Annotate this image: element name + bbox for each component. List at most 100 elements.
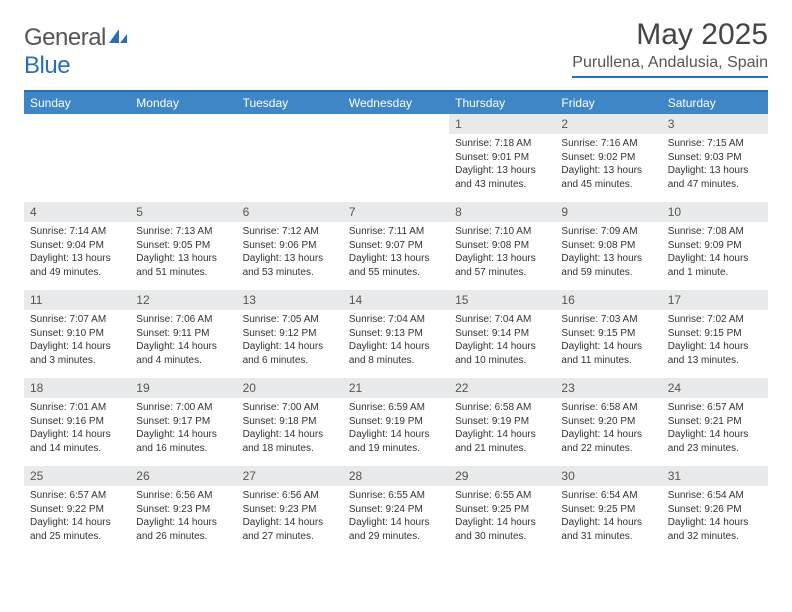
day-number: 2 [555, 114, 661, 134]
day-cell: 24Sunrise: 6:57 AMSunset: 9:21 PMDayligh… [662, 378, 768, 466]
day-details: Sunrise: 7:00 AMSunset: 9:18 PMDaylight:… [237, 398, 343, 459]
day-details: Sunrise: 6:59 AMSunset: 9:19 PMDaylight:… [343, 398, 449, 459]
sunrise-line: Sunrise: 7:16 AM [561, 137, 655, 151]
daylight-line: Daylight: 14 hours and 16 minutes. [136, 428, 230, 455]
sunset-line: Sunset: 9:11 PM [136, 327, 230, 341]
day-details: Sunrise: 6:54 AMSunset: 9:26 PMDaylight:… [662, 486, 768, 547]
day-number: 5 [130, 202, 236, 222]
daylight-line: Daylight: 14 hours and 29 minutes. [349, 516, 443, 543]
daylight-line: Daylight: 14 hours and 21 minutes. [455, 428, 549, 455]
calendar-row: 18Sunrise: 7:01 AMSunset: 9:16 PMDayligh… [24, 378, 768, 466]
day-cell: 11Sunrise: 7:07 AMSunset: 9:10 PMDayligh… [24, 290, 130, 378]
day-cell: 20Sunrise: 7:00 AMSunset: 9:18 PMDayligh… [237, 378, 343, 466]
day-cell: 26Sunrise: 6:56 AMSunset: 9:23 PMDayligh… [130, 466, 236, 554]
day-cell: 31Sunrise: 6:54 AMSunset: 9:26 PMDayligh… [662, 466, 768, 554]
sunset-line: Sunset: 9:25 PM [455, 503, 549, 517]
day-number: 30 [555, 466, 661, 486]
empty-cell: . [237, 114, 343, 202]
sunset-line: Sunset: 9:10 PM [30, 327, 124, 341]
sunset-line: Sunset: 9:18 PM [243, 415, 337, 429]
day-details: Sunrise: 6:58 AMSunset: 9:19 PMDaylight:… [449, 398, 555, 459]
day-cell: 19Sunrise: 7:00 AMSunset: 9:17 PMDayligh… [130, 378, 236, 466]
day-details: Sunrise: 7:04 AMSunset: 9:13 PMDaylight:… [343, 310, 449, 371]
sunrise-line: Sunrise: 7:18 AM [455, 137, 549, 151]
month-title: May 2025 [572, 18, 768, 52]
day-details: Sunrise: 7:00 AMSunset: 9:17 PMDaylight:… [130, 398, 236, 459]
calendar-body: ....1Sunrise: 7:18 AMSunset: 9:01 PMDayl… [24, 114, 768, 554]
day-number: 11 [24, 290, 130, 310]
day-details: Sunrise: 6:56 AMSunset: 9:23 PMDaylight:… [130, 486, 236, 547]
day-details: Sunrise: 7:09 AMSunset: 9:08 PMDaylight:… [555, 222, 661, 283]
daylight-line: Daylight: 14 hours and 30 minutes. [455, 516, 549, 543]
day-details: Sunrise: 6:55 AMSunset: 9:24 PMDaylight:… [343, 486, 449, 547]
day-cell: 13Sunrise: 7:05 AMSunset: 9:12 PMDayligh… [237, 290, 343, 378]
sunrise-line: Sunrise: 7:07 AM [30, 313, 124, 327]
logo-word-a: General [24, 24, 106, 51]
daylight-line: Daylight: 14 hours and 8 minutes. [349, 340, 443, 367]
calendar-row: ....1Sunrise: 7:18 AMSunset: 9:01 PMDayl… [24, 114, 768, 202]
sunset-line: Sunset: 9:20 PM [561, 415, 655, 429]
day-number: 23 [555, 378, 661, 398]
sunrise-line: Sunrise: 7:13 AM [136, 225, 230, 239]
day-details: Sunrise: 7:11 AMSunset: 9:07 PMDaylight:… [343, 222, 449, 283]
day-cell: 3Sunrise: 7:15 AMSunset: 9:03 PMDaylight… [662, 114, 768, 202]
day-number: 19 [130, 378, 236, 398]
day-details: Sunrise: 7:16 AMSunset: 9:02 PMDaylight:… [555, 134, 661, 195]
sunset-line: Sunset: 9:01 PM [455, 151, 549, 165]
logo-word-b: Blue [24, 52, 70, 79]
empty-cell: . [343, 114, 449, 202]
day-details: Sunrise: 7:13 AMSunset: 9:05 PMDaylight:… [130, 222, 236, 283]
weekday-header: Saturday [662, 92, 768, 114]
calendar-row: 4Sunrise: 7:14 AMSunset: 9:04 PMDaylight… [24, 202, 768, 290]
sunset-line: Sunset: 9:17 PM [136, 415, 230, 429]
daylight-line: Daylight: 14 hours and 31 minutes. [561, 516, 655, 543]
day-details: Sunrise: 6:57 AMSunset: 9:21 PMDaylight:… [662, 398, 768, 459]
empty-cell: . [130, 114, 236, 202]
sunrise-line: Sunrise: 6:54 AM [561, 489, 655, 503]
day-details: Sunrise: 7:03 AMSunset: 9:15 PMDaylight:… [555, 310, 661, 371]
day-number: 13 [237, 290, 343, 310]
sail-icon [107, 24, 129, 52]
sunset-line: Sunset: 9:16 PM [30, 415, 124, 429]
sunrise-line: Sunrise: 7:04 AM [349, 313, 443, 327]
weekday-header: Sunday [24, 92, 130, 114]
day-cell: 8Sunrise: 7:10 AMSunset: 9:08 PMDaylight… [449, 202, 555, 290]
sunset-line: Sunset: 9:19 PM [455, 415, 549, 429]
day-number: 10 [662, 202, 768, 222]
header: GeneralBlue May 2025 Purullena, Andalusi… [24, 18, 768, 80]
sunset-line: Sunset: 9:23 PM [243, 503, 337, 517]
daylight-line: Daylight: 13 hours and 49 minutes. [30, 252, 124, 279]
daylight-line: Daylight: 14 hours and 1 minute. [668, 252, 762, 279]
weekday-header: Thursday [449, 92, 555, 114]
weekday-row: SundayMondayTuesdayWednesdayThursdayFrid… [24, 92, 768, 114]
daylight-line: Daylight: 14 hours and 19 minutes. [349, 428, 443, 455]
sunrise-line: Sunrise: 7:10 AM [455, 225, 549, 239]
day-cell: 30Sunrise: 6:54 AMSunset: 9:25 PMDayligh… [555, 466, 661, 554]
sunrise-line: Sunrise: 7:08 AM [668, 225, 762, 239]
day-number: 22 [449, 378, 555, 398]
daylight-line: Daylight: 14 hours and 4 minutes. [136, 340, 230, 367]
sunrise-line: Sunrise: 7:12 AM [243, 225, 337, 239]
sunrise-line: Sunrise: 6:55 AM [349, 489, 443, 503]
sunrise-line: Sunrise: 6:56 AM [136, 489, 230, 503]
sunrise-line: Sunrise: 7:03 AM [561, 313, 655, 327]
daylight-line: Daylight: 14 hours and 13 minutes. [668, 340, 762, 367]
day-cell: 7Sunrise: 7:11 AMSunset: 9:07 PMDaylight… [343, 202, 449, 290]
day-number: 28 [343, 466, 449, 486]
sunrise-line: Sunrise: 7:09 AM [561, 225, 655, 239]
day-details: Sunrise: 7:14 AMSunset: 9:04 PMDaylight:… [24, 222, 130, 283]
day-number: 24 [662, 378, 768, 398]
sunset-line: Sunset: 9:14 PM [455, 327, 549, 341]
sunset-line: Sunset: 9:08 PM [561, 239, 655, 253]
calendar-head: SundayMondayTuesdayWednesdayThursdayFrid… [24, 92, 768, 114]
logo: GeneralBlue [24, 18, 129, 80]
daylight-line: Daylight: 14 hours and 10 minutes. [455, 340, 549, 367]
sunrise-line: Sunrise: 6:58 AM [455, 401, 549, 415]
sunrise-line: Sunrise: 7:11 AM [349, 225, 443, 239]
daylight-line: Daylight: 14 hours and 6 minutes. [243, 340, 337, 367]
day-details: Sunrise: 7:04 AMSunset: 9:14 PMDaylight:… [449, 310, 555, 371]
day-number: 31 [662, 466, 768, 486]
day-details: Sunrise: 7:10 AMSunset: 9:08 PMDaylight:… [449, 222, 555, 283]
sunset-line: Sunset: 9:26 PM [668, 503, 762, 517]
sunset-line: Sunset: 9:09 PM [668, 239, 762, 253]
